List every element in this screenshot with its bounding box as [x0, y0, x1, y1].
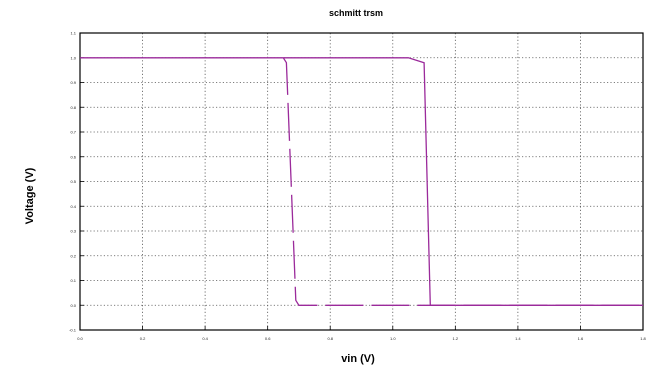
plot-frame: [79, 32, 644, 331]
y-tick-label: 0.8: [70, 105, 76, 110]
y-tick-label: 0.4: [70, 204, 76, 209]
y-tick-label: 0.0: [70, 303, 76, 308]
y-tick-label: 0.2: [70, 253, 76, 258]
x-tick-label: 1.4: [515, 336, 521, 341]
x-axis-label: vin (V): [341, 353, 375, 365]
grid: [80, 33, 643, 330]
x-tick-label: 0.4: [202, 336, 208, 341]
x-tick-label: 1.0: [390, 336, 396, 341]
y-tick-label: 1.0: [70, 55, 76, 60]
x-tick-label: 1.6: [578, 336, 584, 341]
series-line-1: [80, 57, 643, 306]
x-tick-label: 0.2: [140, 336, 146, 341]
y-tick-label: 0.1: [70, 278, 76, 283]
x-tick-label: 0.6: [265, 336, 271, 341]
y-tick-label: 0.3: [70, 229, 76, 234]
x-tick-label: 1.8: [640, 336, 646, 341]
x-tick-label: 0.8: [327, 336, 333, 341]
series-layer: [80, 57, 643, 306]
y-tick-label: -0.1: [69, 328, 77, 333]
y-tick-label: 0.9: [70, 80, 76, 85]
y-tick-label: 0.6: [70, 154, 76, 159]
y-tick-label: 1.1: [70, 31, 76, 36]
y-axis-label: Voltage (V): [24, 167, 36, 224]
y-tick-label: 0.7: [70, 130, 76, 135]
axis-ticks: 0.0 0.2 0.4 0.6 0.8 1.0 1.2 1.4 1.6 1.8-0.10.00.1…: [69, 31, 646, 342]
chart-title: schmitt trsm: [329, 8, 383, 18]
y-tick-label: 0.5: [70, 179, 76, 184]
x-tick-label: 0.0: [77, 336, 83, 341]
x-tick-label: 1.2: [453, 336, 459, 341]
series-line-2: [282, 57, 643, 306]
